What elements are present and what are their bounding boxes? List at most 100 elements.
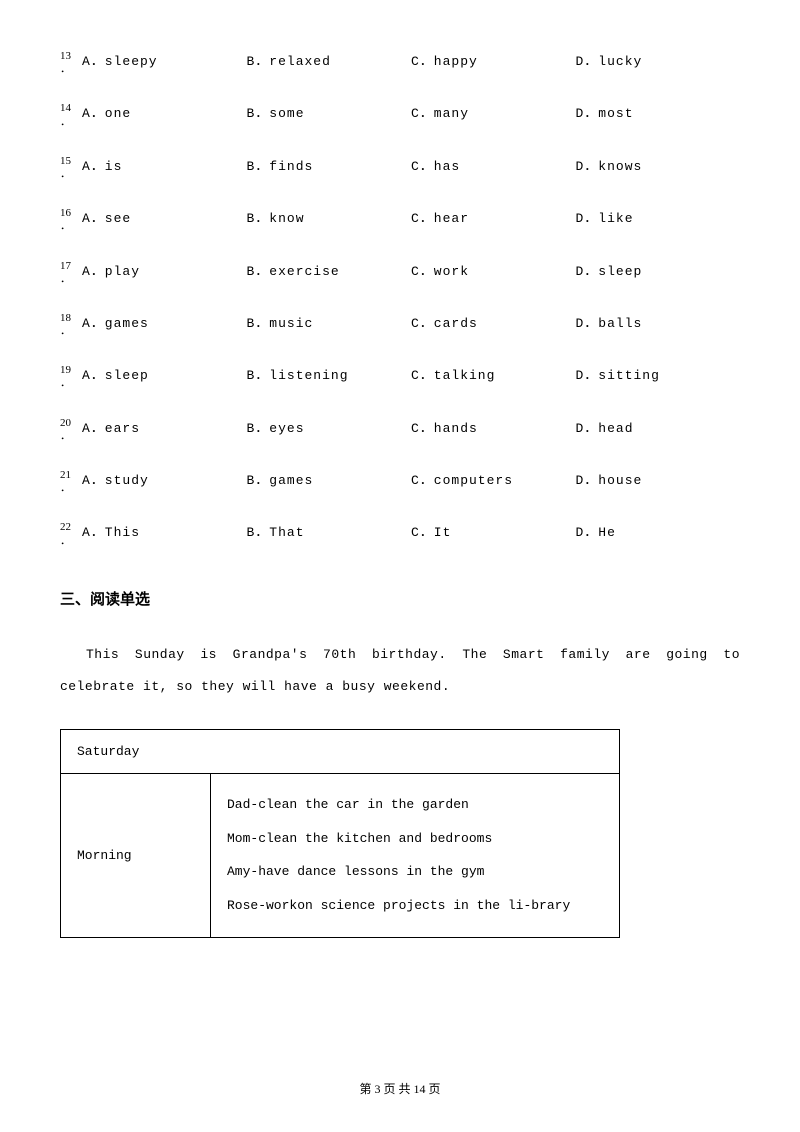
question-number: 21 ． xyxy=(60,469,80,495)
question-row: 14 ． A．one B．some C．many D．most xyxy=(60,102,740,128)
activities-cell: Dad-clean the car in the garden Mom-clea… xyxy=(211,773,620,937)
option-b[interactable]: B．That xyxy=(247,521,412,540)
option-a[interactable]: A．one xyxy=(82,102,247,121)
option-b[interactable]: B．know xyxy=(247,207,412,226)
question-number: 14 ． xyxy=(60,102,80,128)
option-a[interactable]: A．play xyxy=(82,260,247,279)
question-number: 16 ． xyxy=(60,207,80,233)
option-d[interactable]: D．balls xyxy=(576,312,741,331)
options-row: A．This B．That C．It D．He xyxy=(80,521,740,540)
option-d[interactable]: D．sitting xyxy=(576,364,741,383)
option-a[interactable]: A．is xyxy=(82,155,247,174)
option-a[interactable]: A．sleep xyxy=(82,364,247,383)
activity-line: Rose-workon science projects in the li-b… xyxy=(227,889,603,923)
question-row: 17 ． A．play B．exercise C．work D．sleep xyxy=(60,260,740,286)
table-row: Morning Dad-clean the car in the garden … xyxy=(61,773,620,937)
activity-line: Mom-clean the kitchen and bedrooms xyxy=(227,822,603,856)
option-b[interactable]: B．finds xyxy=(247,155,412,174)
option-a[interactable]: A．This xyxy=(82,521,247,540)
num-text: 13 xyxy=(60,50,71,62)
question-row: 16 ． A．see B．know C．hear D．like xyxy=(60,207,740,233)
num-text: 18 xyxy=(60,312,71,324)
option-a[interactable]: A．ears xyxy=(82,417,247,436)
options-row: A．see B．know C．hear D．like xyxy=(80,207,740,226)
num-dot: ． xyxy=(60,63,80,76)
num-text: 19 xyxy=(60,364,71,376)
page-footer: 第 3 页 共 14 页 xyxy=(0,1080,800,1097)
options-row: A．study B．games C．computers D．house xyxy=(80,469,740,488)
question-number: 15 ． xyxy=(60,155,80,181)
option-d[interactable]: D．sleep xyxy=(576,260,741,279)
reading-passage: This Sunday is Grandpa's 70th birthday. … xyxy=(60,639,740,704)
option-d[interactable]: D．house xyxy=(576,469,741,488)
option-d[interactable]: D．like xyxy=(576,207,741,226)
question-number: 17 ． xyxy=(60,260,80,286)
num-text: 21 xyxy=(60,469,71,481)
num-text: 22 xyxy=(60,521,71,533)
options-row: A．is B．finds C．has D．knows xyxy=(80,155,740,174)
num-dot: ． xyxy=(60,273,80,286)
num-text: 14 xyxy=(60,102,71,114)
num-text: 15 xyxy=(60,155,71,167)
option-c[interactable]: C．hands xyxy=(411,417,576,436)
activity-line: Dad-clean the car in the garden xyxy=(227,788,603,822)
option-a[interactable]: A．study xyxy=(82,469,247,488)
options-row: A．ears B．eyes C．hands D．head xyxy=(80,417,740,436)
option-b[interactable]: B．games xyxy=(247,469,412,488)
options-row: A．sleepy B．relaxed C．happy D．lucky xyxy=(80,50,740,69)
options-row: A．play B．exercise C．work D．sleep xyxy=(80,260,740,279)
question-number: 20 ． xyxy=(60,417,80,443)
table-row: Saturday xyxy=(61,729,620,773)
option-a[interactable]: A．sleepy xyxy=(82,50,247,69)
option-a[interactable]: A．see xyxy=(82,207,247,226)
day-cell: Saturday xyxy=(61,729,620,773)
question-number: 18 ． xyxy=(60,312,80,338)
options-row: A．games B．music C．cards D．balls xyxy=(80,312,740,331)
question-row: 20 ． A．ears B．eyes C．hands D．head xyxy=(60,417,740,443)
questions-block: 13 ． A．sleepy B．relaxed C．happy D．lucky … xyxy=(60,50,740,548)
question-row: 13 ． A．sleepy B．relaxed C．happy D．lucky xyxy=(60,50,740,76)
num-text: 16 xyxy=(60,207,71,219)
option-c[interactable]: C．talking xyxy=(411,364,576,383)
option-c[interactable]: C．work xyxy=(411,260,576,279)
option-a[interactable]: A．games xyxy=(82,312,247,331)
option-b[interactable]: B．some xyxy=(247,102,412,121)
question-row: 22 ． A．This B．That C．It D．He xyxy=(60,521,740,547)
option-b[interactable]: B．exercise xyxy=(247,260,412,279)
option-c[interactable]: C．happy xyxy=(411,50,576,69)
num-dot: ． xyxy=(60,535,80,548)
question-number: 19 ． xyxy=(60,364,80,390)
num-dot: ． xyxy=(60,116,80,129)
question-number: 13 ． xyxy=(60,50,80,76)
num-dot: ． xyxy=(60,325,80,338)
option-b[interactable]: B．eyes xyxy=(247,417,412,436)
question-row: 18 ． A．games B．music C．cards D．balls xyxy=(60,312,740,338)
option-d[interactable]: D．head xyxy=(576,417,741,436)
section-heading: 三、阅读单选 xyxy=(60,588,740,609)
activity-line: Amy-have dance lessons in the gym xyxy=(227,855,603,889)
option-b[interactable]: B．relaxed xyxy=(247,50,412,69)
num-dot: ． xyxy=(60,430,80,443)
option-b[interactable]: B．music xyxy=(247,312,412,331)
question-row: 21 ． A．study B．games C．computers D．house xyxy=(60,469,740,495)
option-d[interactable]: D．knows xyxy=(576,155,741,174)
num-dot: ． xyxy=(60,482,80,495)
question-row: 19 ． A．sleep B．listening C．talking D．sit… xyxy=(60,364,740,390)
options-row: A．sleep B．listening C．talking D．sitting xyxy=(80,364,740,383)
option-c[interactable]: C．computers xyxy=(411,469,576,488)
option-c[interactable]: C．It xyxy=(411,521,576,540)
num-text: 17 xyxy=(60,260,71,272)
options-row: A．one B．some C．many D．most xyxy=(80,102,740,121)
num-dot: ． xyxy=(60,220,80,233)
option-c[interactable]: C．has xyxy=(411,155,576,174)
option-c[interactable]: C．cards xyxy=(411,312,576,331)
option-c[interactable]: C．many xyxy=(411,102,576,121)
option-c[interactable]: C．hear xyxy=(411,207,576,226)
option-d[interactable]: D．most xyxy=(576,102,741,121)
question-row: 15 ． A．is B．finds C．has D．knows xyxy=(60,155,740,181)
question-number: 22 ． xyxy=(60,521,80,547)
schedule-table: Saturday Morning Dad-clean the car in th… xyxy=(60,729,620,938)
option-d[interactable]: D．lucky xyxy=(576,50,741,69)
option-b[interactable]: B．listening xyxy=(247,364,412,383)
option-d[interactable]: D．He xyxy=(576,521,741,540)
